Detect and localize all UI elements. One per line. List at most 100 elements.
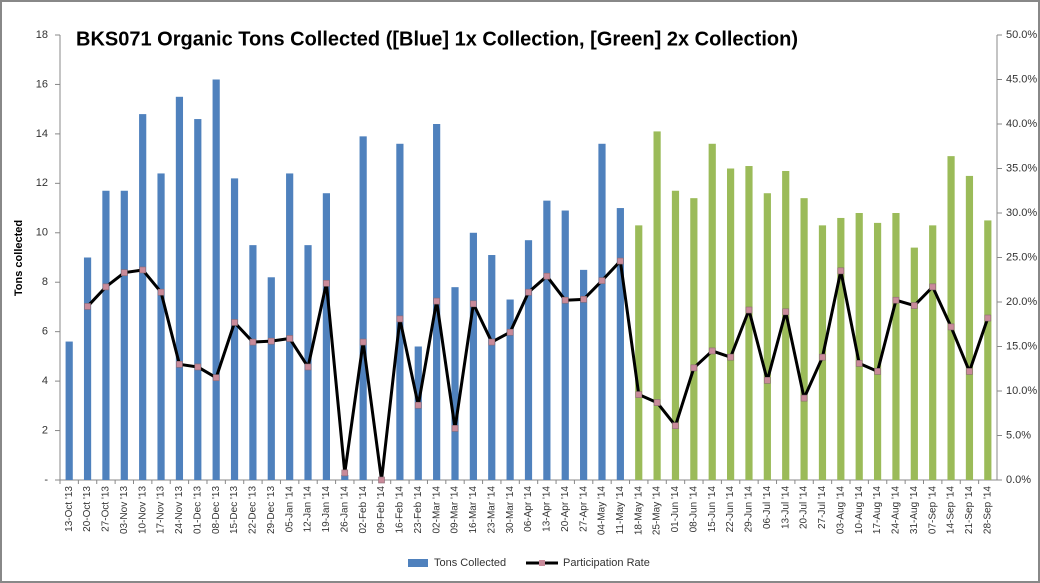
line-marker <box>929 283 936 291</box>
line-marker <box>580 296 587 303</box>
line-marker <box>249 338 257 346</box>
y2-tick-label: 35.0% <box>1006 162 1037 174</box>
bar <box>286 173 294 480</box>
bar <box>359 136 367 480</box>
x-tick-label: 10-Aug '14 <box>854 486 865 534</box>
x-tick-label: 11-May '14 <box>615 486 626 535</box>
y-axis-title: Tons collected <box>13 220 25 296</box>
x-tick-label: 27-Jul '14 <box>817 486 828 529</box>
x-tick-label: 21-Sep '14 <box>964 486 975 534</box>
x-tick-label: 10-Nov '13 <box>137 486 148 534</box>
x-tick-label: 20-Apr '14 <box>560 486 571 532</box>
x-tick-label: 23-Mar '14 <box>486 486 497 534</box>
x-tick-label: 23-Feb '14 <box>413 486 424 534</box>
line-marker <box>304 363 312 371</box>
bar <box>524 240 533 480</box>
y2-tick-label: 20.0% <box>1006 296 1037 308</box>
bar <box>65 341 73 480</box>
legend-label: Tons Collected <box>434 557 506 569</box>
bar <box>616 208 624 481</box>
bar <box>451 287 459 480</box>
y-tick-label: 4 <box>42 375 48 387</box>
bar <box>157 173 165 480</box>
line-marker <box>212 374 220 381</box>
y2-tick-label: 30.0% <box>1006 207 1037 219</box>
bar <box>708 143 716 480</box>
bar <box>488 255 496 480</box>
x-tick-label: 29-Dec '13 <box>266 486 277 534</box>
x-tick-label: 13-Oct '13 <box>64 486 75 532</box>
bar <box>175 96 184 481</box>
bar <box>414 346 422 480</box>
line-marker <box>378 476 385 484</box>
line-marker <box>451 425 459 432</box>
y-tick-label: 10 <box>36 227 48 239</box>
x-tick-label: 24-Aug '14 <box>891 486 902 534</box>
x-tick-label: 18-May '14 <box>633 486 644 536</box>
x-tick-label: 06-Jul '14 <box>762 486 773 529</box>
y2-tick-label: 50.0% <box>1006 29 1037 41</box>
x-tick-label: 16-Feb '14 <box>395 486 406 534</box>
line-marker <box>470 300 477 308</box>
bar <box>690 198 698 480</box>
y2-tick-label: 25.0% <box>1006 251 1037 263</box>
x-tick-label: 27-Oct '13 <box>101 486 112 532</box>
y-tick-label: 18 <box>36 29 48 41</box>
line-marker <box>947 323 955 331</box>
x-tick-label: 19-Jan '14 <box>321 486 332 533</box>
x-tick-label: 22-Dec '13 <box>248 486 259 534</box>
x-tick-label: 01-Jun '14 <box>670 486 681 533</box>
line-marker <box>561 296 569 304</box>
x-tick-label: 17-Nov '13 <box>156 486 167 534</box>
chart-title: BKS071 Organic Tons Collected ([Blue] 1x… <box>76 28 798 50</box>
line-marker <box>157 288 165 296</box>
bar <box>212 79 220 480</box>
line-marker <box>506 328 514 336</box>
line-marker <box>819 353 826 361</box>
line-marker <box>966 368 973 375</box>
bar <box>322 193 331 480</box>
x-tick-label: 22-Jun '14 <box>725 486 736 533</box>
y2-tick-label: 40.0% <box>1006 118 1037 130</box>
y2-tick-label: 0.0% <box>1006 474 1031 486</box>
line-marker <box>764 377 771 384</box>
x-tick-label: 04-May '14 <box>597 486 608 536</box>
line-marker <box>433 297 440 305</box>
x-tick-label: 24-Nov '13 <box>174 486 185 534</box>
bar <box>929 225 937 480</box>
y-tick-label: 2 <box>42 424 48 436</box>
x-tick-label: 17-Aug '14 <box>872 486 883 534</box>
line-marker <box>874 368 881 375</box>
bar <box>267 277 275 480</box>
x-tick-label: 02-Mar '14 <box>431 486 442 534</box>
bar <box>83 257 92 480</box>
line-marker <box>855 360 863 367</box>
line-marker <box>727 353 734 361</box>
legend-swatch-marker <box>539 560 545 566</box>
bar <box>249 245 257 480</box>
x-tick-label: 29-Jun '14 <box>744 486 755 533</box>
bar <box>561 210 569 480</box>
x-tick-label: 12-Jan '14 <box>303 486 314 533</box>
bar <box>763 193 771 480</box>
x-tick-label: 05-Jan '14 <box>284 486 295 533</box>
y-tick-label: - <box>44 474 48 486</box>
line-marker <box>635 391 643 398</box>
line-marker <box>543 272 551 280</box>
y-tick-label: 6 <box>42 326 48 338</box>
line-marker <box>84 303 91 310</box>
legend-swatch <box>408 559 428 567</box>
bar <box>671 190 680 480</box>
line-marker <box>194 363 202 371</box>
bar <box>120 190 128 480</box>
bar <box>506 299 514 480</box>
bar <box>102 190 110 480</box>
line-marker <box>323 280 330 287</box>
bar <box>635 225 643 480</box>
bar <box>873 222 882 480</box>
line-marker <box>341 469 349 477</box>
bar <box>653 131 661 480</box>
bar <box>745 166 753 480</box>
